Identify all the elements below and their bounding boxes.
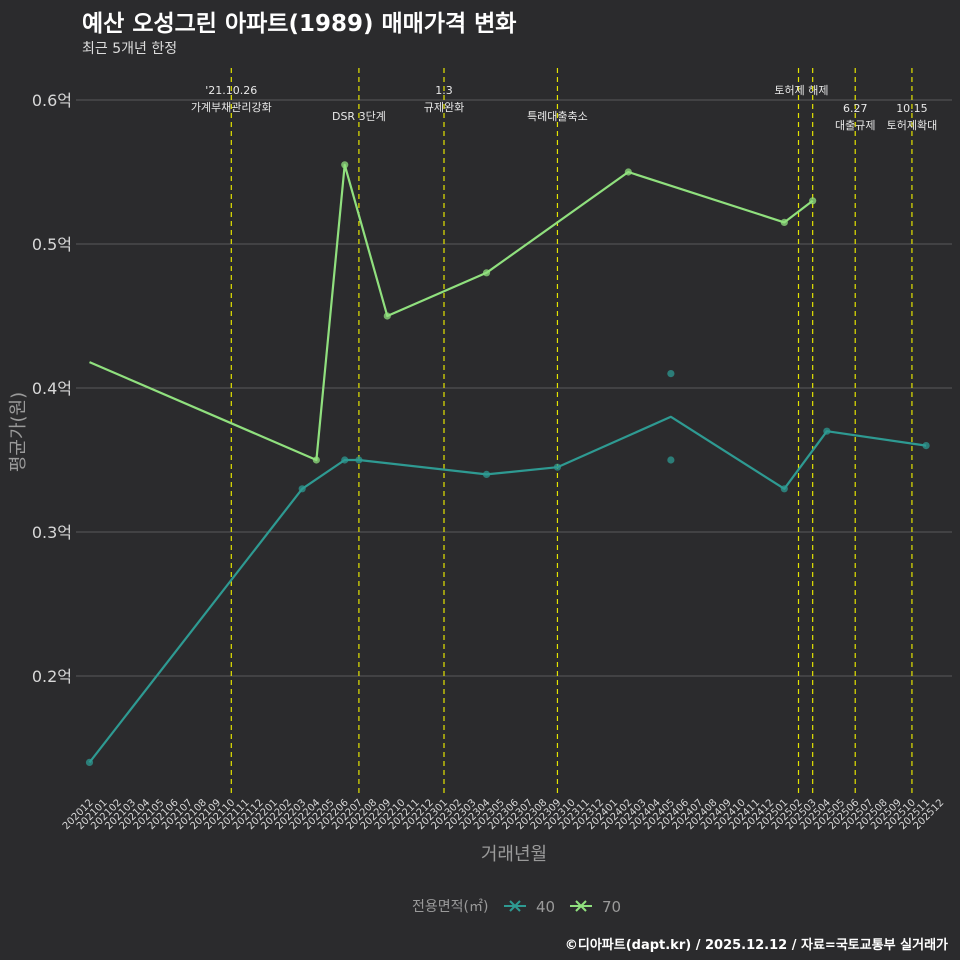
event-label-202301-1: 규제완화	[424, 101, 464, 114]
series-point-40-2	[341, 456, 349, 464]
series-point-70-1	[341, 161, 349, 169]
y-gridlines	[76, 99, 952, 677]
series-point-40-1	[298, 485, 306, 493]
series-point-40-0	[85, 758, 94, 767]
series-point-40-8	[780, 485, 788, 493]
y-tick-label-4: 0.6억	[32, 91, 72, 110]
event-label-202207-0: DSR 3단계	[332, 110, 386, 123]
y-tick-label-0: 0.2억	[32, 667, 72, 686]
event-label-202510-0: 10.15	[896, 102, 928, 115]
y-tick-label-1: 0.3억	[32, 523, 72, 542]
event-label-202301-0: 1.3	[435, 84, 453, 97]
series-point-70-5	[780, 218, 788, 226]
legend-title: 전용면적(㎡)	[412, 899, 488, 915]
series-point-40-10	[922, 442, 930, 450]
y-axis: 0.2억 0.3억 0.4억 0.5억 0.6억	[32, 91, 72, 686]
event-label-202510-1: 토허제확대	[887, 119, 938, 132]
series-point-70-4	[624, 168, 632, 176]
chart-subtitle: 최근 5개년 한정	[82, 41, 178, 57]
y-axis-title: 평균가(원)	[8, 392, 29, 472]
x-axis: 2020122021012021022021032021042021052021…	[61, 797, 947, 832]
y-tick-label-3: 0.5억	[32, 235, 72, 254]
series-point-40-3	[355, 456, 363, 464]
series-point-70-0	[312, 456, 320, 464]
event-label-202309-0: 특례대출축소	[527, 110, 588, 123]
source-caption: ©디아파트(dapt.kr) / 2025.12.12 / 자료=국토교통부 실…	[564, 938, 948, 953]
y-tick-label-2: 0.4억	[32, 379, 72, 398]
series-layer	[85, 161, 930, 767]
series-point-70-6	[809, 197, 817, 205]
event-label-202506-0: 6.27	[843, 102, 868, 115]
series-point-70-3	[482, 269, 491, 277]
series-line-70	[89, 163, 814, 462]
event-label-202110-0: '21.10.26	[205, 84, 257, 97]
legend-key-b-70	[575, 900, 587, 912]
event-label-202506-1: 대출규제	[835, 119, 875, 132]
legend-key-b-40	[509, 900, 521, 912]
series-line-40	[88, 415, 927, 764]
series-point-40-4	[482, 470, 491, 478]
chart-title: 예산 오성그린 아파트(1989) 매매가격 변화	[82, 11, 517, 37]
legend-label-70: 70	[602, 898, 621, 916]
series-point-70-2	[383, 312, 391, 320]
x-axis-title: 거래년월	[481, 844, 547, 865]
series-point-40-6	[667, 370, 675, 378]
series-point-40-5	[553, 463, 562, 471]
legend-label-40: 40	[536, 898, 555, 916]
event-label-202110-1: 가계부채관리강화	[191, 101, 272, 114]
series-point-40-7	[667, 456, 675, 464]
series-point-40-9	[823, 427, 831, 435]
event-label-202502-0: 토허제 해제	[774, 83, 828, 97]
legend: 전용면적(㎡) 40 70	[412, 898, 621, 916]
